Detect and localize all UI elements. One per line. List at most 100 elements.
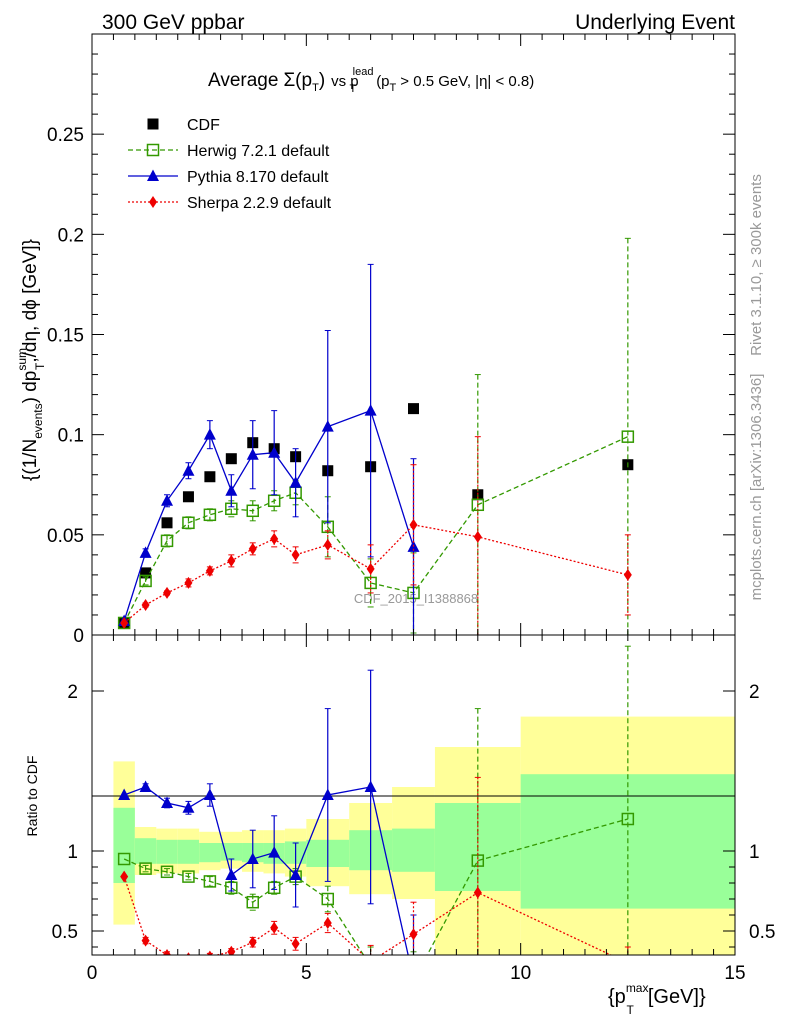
ratio-point (248, 936, 257, 949)
ratio-tick-label: 1 (67, 842, 78, 863)
data-point (182, 516, 195, 530)
ratio-tick-label: 2 (749, 682, 760, 703)
series-layer (117, 237, 635, 986)
legend: CDF Herwig 7.2.1 default Pythia 8.170 defa… (128, 117, 332, 212)
ratio-point (186, 952, 191, 955)
data-point (182, 464, 195, 476)
y-tick-label: 0.2 (58, 225, 84, 246)
data-point (246, 504, 259, 518)
header-right: Underlying Event (575, 11, 735, 34)
series-ratio-2 (118, 669, 420, 985)
data-point (408, 403, 419, 415)
ratio-point (408, 973, 420, 985)
band-green (392, 828, 435, 872)
y-tick-label: 0.1 (58, 426, 84, 447)
series-3 (120, 436, 632, 969)
data-point (291, 548, 300, 561)
data-point (160, 534, 174, 548)
ratio-point (182, 801, 195, 813)
legend-entry-label: Sherpa 2.2.9 default (187, 195, 332, 212)
series-line-main (123, 409, 415, 622)
legend-marker (147, 118, 159, 130)
data-point (366, 562, 375, 575)
legend-entry-label: CDF (187, 117, 220, 134)
band-green (156, 839, 178, 864)
ratio-point (203, 788, 216, 800)
ratio-point (246, 852, 259, 864)
data-point (225, 453, 237, 465)
legend-entry-label: Pythia 8.170 default (187, 169, 329, 186)
data-point (161, 494, 174, 506)
data-point (268, 446, 281, 458)
data-point (139, 574, 152, 588)
ratio-point (120, 870, 129, 883)
ratio-point (409, 928, 418, 941)
ratio-point (624, 957, 632, 969)
x-axis-label: {pmax T[GeV]} (608, 981, 706, 1017)
data-point (141, 598, 150, 611)
band-green (177, 839, 200, 864)
ratio-point (160, 865, 174, 879)
ratio-point (270, 921, 279, 934)
header-left: 300 GeV ppbar (102, 11, 244, 34)
ratio-point (289, 868, 302, 880)
ratio-point (206, 950, 213, 955)
data-point (364, 404, 377, 416)
data-point (289, 476, 302, 488)
ratio-point (118, 788, 131, 800)
data-point (184, 576, 193, 589)
ratio-point (473, 886, 482, 899)
ratio-point (323, 917, 332, 929)
ratio-point (117, 852, 131, 866)
plot-title: Average Σ(pT) vs plead T (pT > 0.5 GeV, |η| <… (208, 66, 534, 95)
data-point (204, 471, 216, 483)
series-2 (118, 263, 420, 985)
ratio-uncertainty-bands (113, 716, 735, 955)
data-point (140, 567, 152, 579)
data-point (205, 564, 214, 577)
legend-marker (146, 143, 160, 157)
y-axis-label-main: {(1/Nevents) dpsum T,/dη, dϕ [GeV]} (15, 239, 47, 481)
ratio-tick-label: 1 (749, 842, 760, 863)
x-tick-label: 5 (301, 963, 312, 984)
ratio-point (321, 788, 334, 800)
data-point (203, 428, 216, 440)
data-point (323, 538, 332, 551)
ratio-point (291, 937, 300, 950)
ratio-point (321, 892, 335, 906)
y-tick-label: 0.05 (47, 526, 84, 547)
ratio-point (163, 949, 172, 955)
data-point (248, 542, 257, 555)
data-point (227, 554, 236, 567)
x-tick-label: 0 (87, 963, 98, 984)
data-point (621, 430, 635, 443)
series-line-main (123, 436, 629, 624)
ratio-point (364, 780, 377, 792)
data-point (267, 494, 281, 508)
mcplots-reference-label: mcplots.cern.ch [arXiv:1306.3436] (748, 374, 765, 601)
data-point (473, 530, 482, 543)
legend-marker (149, 196, 157, 208)
data-point (270, 532, 279, 545)
ratio-point (139, 780, 152, 792)
x-tick-label: 15 (724, 963, 745, 984)
rivet-version-label: Rivet 3.1.10, ≥ 300k events (748, 174, 765, 356)
data-point (321, 420, 334, 432)
y-tick-label: 0.15 (47, 326, 84, 347)
ratio-point (182, 870, 195, 883)
data-point (161, 517, 173, 529)
ratio-point (161, 796, 174, 808)
axis-ticks: 0 5 10 15 0 0.05 0.1 0.15 0.2 0.25 0.5 0.5 1 1 2 2 (47, 33, 775, 984)
ratio-tick-label: 0.5 (52, 922, 78, 943)
ratio-point (139, 862, 152, 875)
ratio-point (365, 961, 376, 972)
data-point (203, 508, 217, 522)
series-line-ratio (123, 786, 409, 955)
x-tick-label: 10 (510, 963, 531, 984)
data-point (139, 546, 152, 558)
y-tick-label: 0 (73, 626, 84, 647)
ratio-point (408, 975, 419, 986)
ratio-point (225, 868, 238, 880)
series-line-main (123, 524, 628, 624)
